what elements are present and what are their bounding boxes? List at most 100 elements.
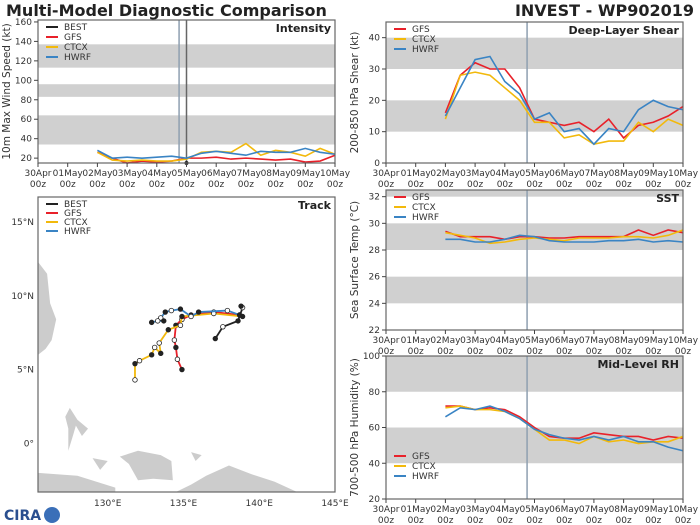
lat-tick-label: 0° bbox=[24, 439, 34, 449]
track-ctcx-point bbox=[179, 313, 185, 320]
x-tick-hour: 00z bbox=[89, 180, 105, 190]
track-hwrf-point bbox=[155, 318, 161, 324]
x-tick-hour: 00z bbox=[645, 180, 661, 190]
cira-logo-text: CIRA bbox=[4, 508, 41, 524]
x-tick-hour: 00z bbox=[586, 516, 602, 525]
y-tick-label: 100 bbox=[363, 352, 380, 362]
figure-title: Multi-Model Diagnostic Comparison bbox=[6, 1, 327, 20]
x-tick-label: 10May bbox=[668, 336, 699, 346]
series-ctcx-line bbox=[445, 405, 684, 445]
track-hwrf-point bbox=[236, 312, 243, 318]
x-tick-hour: 00z bbox=[497, 516, 513, 525]
legend-label-gfs: GFS bbox=[64, 33, 82, 43]
track-ctcx-point bbox=[136, 358, 143, 364]
x-tick-hour: 00z bbox=[378, 347, 394, 357]
track-ctcx-point bbox=[132, 377, 138, 383]
x-tick-hour: 00z bbox=[437, 347, 453, 357]
x-tick-hour: 00z bbox=[60, 180, 76, 190]
y-axis-label: 10m Max Wind Speed (kt) bbox=[1, 23, 13, 159]
y-axis-label: 700-500 hPa Humidity (%) bbox=[349, 358, 361, 497]
lon-tick-label: 140°E bbox=[246, 499, 274, 509]
panel-track: Track 130°E 135°E 140°E 145°E 0° 5°N 10°N 15°N BE… bbox=[11, 196, 349, 509]
y-tick-label: 30 bbox=[369, 65, 381, 75]
y-tick-label: 100 bbox=[15, 76, 32, 86]
track-ctcx-point bbox=[158, 350, 164, 357]
x-tick-hour: 00z bbox=[556, 180, 572, 190]
x-tick-label: 08May bbox=[609, 336, 640, 346]
x-tick-hour: 00z bbox=[586, 347, 602, 357]
y-axis-label: 200-850 hPa Shear (kt) bbox=[349, 32, 361, 154]
y-tick-label: 80 bbox=[21, 96, 33, 106]
cira-logo: CIRA bbox=[4, 507, 60, 524]
legend-label-ctcx: CTCX bbox=[64, 218, 88, 228]
x-tick-label: 10May bbox=[668, 169, 699, 179]
x-tick-label: 02May bbox=[82, 169, 113, 179]
x-tick-hour: 00z bbox=[268, 180, 284, 190]
legend-label-hwrf: HWRF bbox=[64, 53, 91, 63]
x-tick-label: 07May bbox=[231, 169, 262, 179]
y-tick-label: 32 bbox=[369, 193, 380, 203]
panel-title: Mid-Level RH bbox=[597, 358, 679, 371]
x-tick-label: 02May bbox=[430, 336, 461, 346]
y-tick-label: 80 bbox=[369, 388, 381, 398]
panel-sst: SST Sea Surface Temp (°C) 22 24 26 28 30 32 30Ap… bbox=[349, 189, 699, 357]
y-tick-label: 20 bbox=[369, 495, 381, 505]
x-tick-label: 02May bbox=[430, 505, 461, 515]
x-tick-label: 02May bbox=[430, 169, 461, 179]
y-tick-label: 60 bbox=[21, 115, 33, 125]
x-tick-label: 30Apr bbox=[24, 169, 51, 179]
x-tick-label: 06May bbox=[549, 505, 580, 515]
legend-label-hwrf: HWRF bbox=[64, 227, 91, 237]
panel-title: Deep-Layer Shear bbox=[568, 24, 679, 37]
x-tick-hour: 00z bbox=[378, 516, 394, 525]
x-tick-label: 08May bbox=[609, 169, 640, 179]
track-hwrf-point bbox=[168, 307, 175, 314]
x-tick-hour: 00z bbox=[238, 180, 254, 190]
x-tick-hour: 00z bbox=[297, 180, 313, 190]
x-tick-hour: 00z bbox=[616, 516, 632, 525]
x-tick-hour: 00z bbox=[645, 347, 661, 357]
x-tick-hour: 00z bbox=[437, 180, 453, 190]
y-tick-label: 28 bbox=[369, 246, 381, 256]
x-tick-label: 01May bbox=[401, 505, 432, 515]
x-tick-label: 30Apr bbox=[372, 336, 399, 346]
x-tick-label: 06May bbox=[549, 169, 580, 179]
x-tick-hour: 00z bbox=[208, 180, 224, 190]
series-ctcx-line bbox=[444, 71, 684, 146]
y-tick-label: 120 bbox=[15, 57, 32, 67]
legend-label-gfs: GFS bbox=[64, 209, 82, 219]
legend-label-gfs: GFS bbox=[412, 193, 430, 203]
x-tick-hour: 00z bbox=[119, 180, 135, 190]
track-best-point bbox=[220, 324, 226, 330]
x-tick-label: 03May bbox=[460, 336, 491, 346]
x-tick-label: 07May bbox=[579, 336, 610, 346]
y-tick-label: 20 bbox=[21, 154, 33, 164]
legend-label-ctcx: CTCX bbox=[64, 43, 88, 53]
x-tick-label: 09May bbox=[638, 169, 669, 179]
panel-title: Track bbox=[298, 199, 332, 212]
shade-band bbox=[386, 427, 683, 464]
y-tick-label: 30 bbox=[369, 219, 381, 229]
panel-title: Intensity bbox=[276, 22, 331, 35]
shade-band bbox=[386, 190, 683, 197]
x-tick-hour: 00z bbox=[526, 347, 542, 357]
x-tick-label: 07May bbox=[579, 169, 610, 179]
track-best-point bbox=[235, 318, 241, 324]
x-tick-hour: 00z bbox=[408, 516, 424, 525]
track-gfs-point bbox=[173, 344, 179, 351]
y-axis-label: Sea Surface Temp (°C) bbox=[349, 201, 361, 319]
track-ctcx-point bbox=[148, 352, 155, 358]
series-ctcx-line bbox=[97, 142, 336, 162]
x-tick-label: 30Apr bbox=[372, 169, 399, 179]
x-tick-hour: 00z bbox=[467, 516, 483, 525]
track-best-point bbox=[238, 303, 244, 309]
storm-title: INVEST - WP902019 bbox=[515, 1, 694, 20]
series-hwrf-line bbox=[444, 55, 684, 146]
x-tick-label: 30Apr bbox=[372, 505, 399, 515]
x-tick-label: 09May bbox=[290, 169, 321, 179]
legend-label-best: BEST bbox=[64, 23, 88, 33]
x-tick-hour: 00z bbox=[675, 516, 691, 525]
y-tick-label: 24 bbox=[369, 299, 381, 309]
